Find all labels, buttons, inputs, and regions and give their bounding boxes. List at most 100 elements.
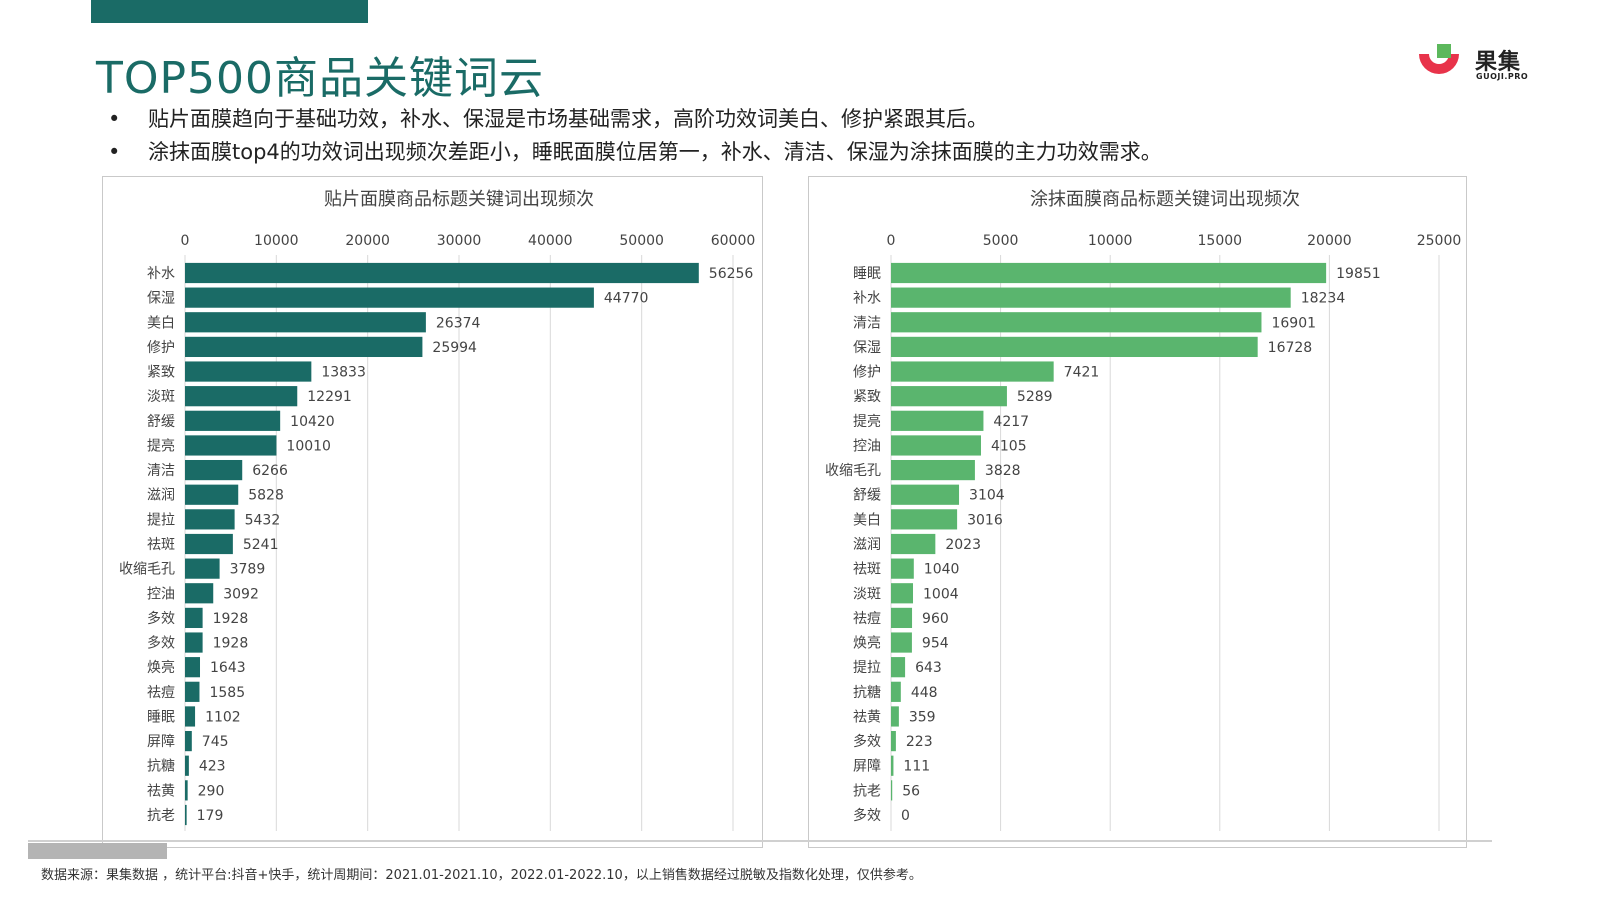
bar <box>185 386 298 407</box>
top-accent-bar <box>91 0 368 23</box>
category-label: 祛黄 <box>147 782 175 799</box>
page-title: TOP500商品关键词云 <box>96 53 545 104</box>
bar <box>185 410 281 431</box>
bar <box>185 657 201 678</box>
bar <box>891 484 960 505</box>
bar <box>891 706 899 727</box>
bar <box>185 509 235 530</box>
source-note: 数据来源：果集数据 ，统计平台:抖音+快手，统计周期间：2021.01-2021… <box>41 868 922 883</box>
brand-logo: 果集 GUOJI.PRO <box>1413 44 1543 88</box>
category-label: 多效 <box>147 635 175 652</box>
data-label: 56 <box>902 783 920 799</box>
bullet-item: 贴片面膜趋向于基础功效，补水、保湿是市场基础需求，高阶功效词美白、修护紧跟其后。 <box>108 103 1162 136</box>
category-label: 提亮 <box>853 413 881 430</box>
category-label: 抗老 <box>853 783 881 799</box>
category-label: 舒缓 <box>853 488 881 504</box>
data-label: 3828 <box>985 463 1021 479</box>
bar <box>891 583 914 604</box>
bar <box>891 681 901 702</box>
bar <box>185 755 189 776</box>
category-label: 提拉 <box>147 512 175 528</box>
footer-accent-block <box>28 843 167 859</box>
category-label: 屏障 <box>147 734 175 750</box>
x-tick-label: 20000 <box>1307 233 1352 249</box>
sheet-mask-keyword-chart: 贴片面膜商品标题关键词出现频次 0 10000 20000 30000 40000 5000… <box>119 189 756 831</box>
chart-title: 贴片面膜商品标题关键词出现频次 <box>324 189 594 210</box>
category-label: 收缩毛孔 <box>119 562 175 578</box>
data-label: 7421 <box>1064 365 1100 381</box>
data-label: 19851 <box>1336 266 1381 282</box>
bar <box>185 287 594 308</box>
data-label: 5289 <box>1017 389 1053 405</box>
bar <box>891 558 914 579</box>
category-label: 紧致 <box>853 389 881 405</box>
bar <box>185 681 200 702</box>
bar <box>185 706 196 727</box>
bar <box>185 459 243 481</box>
data-label: 448 <box>911 685 938 701</box>
data-label: 16728 <box>1268 340 1313 356</box>
left-chart-panel: 贴片面膜商品标题关键词出现频次 0 10000 20000 30000 40000 5000… <box>102 176 763 848</box>
data-label: 10420 <box>290 414 335 430</box>
bar <box>185 558 220 579</box>
category-label: 保湿 <box>853 340 881 356</box>
data-label: 954 <box>922 636 949 652</box>
bar <box>185 484 239 505</box>
category-label: 祛斑 <box>147 537 175 553</box>
category-label: 睡眠 <box>853 266 881 282</box>
category-label: 多效 <box>147 610 175 627</box>
category-label: 控油 <box>147 586 175 602</box>
summary-bullets: 贴片面膜趋向于基础功效，补水、保湿是市场基础需求，高阶功效词美白、修护紧跟其后。… <box>108 103 1162 169</box>
logo-subtitle: GUOJI.PRO <box>1476 72 1529 81</box>
data-label: 1643 <box>210 660 246 676</box>
category-label: 睡眠 <box>147 709 175 725</box>
data-label: 3092 <box>223 586 259 602</box>
category-label: 淡斑 <box>147 389 175 405</box>
bar <box>891 410 984 431</box>
x-tick-label: 20000 <box>345 233 390 249</box>
x-tick-label: 25000 <box>1417 233 1462 249</box>
category-label: 祛痘 <box>853 611 881 627</box>
data-label: 0 <box>901 808 910 824</box>
data-label: 3104 <box>969 488 1005 504</box>
bar <box>185 780 188 801</box>
category-label: 清洁 <box>853 315 881 331</box>
data-label: 26374 <box>436 315 481 331</box>
x-tick-label: 15000 <box>1198 233 1243 249</box>
bar <box>891 361 1054 382</box>
x-tick-label: 40000 <box>528 233 573 249</box>
bar <box>185 583 214 604</box>
category-label: 抗老 <box>147 808 175 824</box>
chart-title: 涂抹面膜商品标题关键词出现频次 <box>1030 189 1300 210</box>
data-label: 111 <box>903 759 930 775</box>
data-label: 1004 <box>923 586 959 602</box>
x-tick-label: 0 <box>887 233 896 249</box>
bar <box>185 262 699 284</box>
cream-mask-keyword-chart: 涂抹面膜商品标题关键词出现频次 0 5000 10000 15000 20000 25000… <box>825 189 1462 831</box>
bar <box>185 435 277 456</box>
category-label: 清洁 <box>147 463 175 479</box>
category-label: 祛斑 <box>853 562 881 578</box>
category-label: 提拉 <box>853 660 881 676</box>
bar <box>185 533 233 555</box>
category-label: 美白 <box>147 315 175 331</box>
bar <box>891 386 1007 407</box>
x-tick-label: 50000 <box>619 233 664 249</box>
category-label: 多效 <box>853 807 881 824</box>
data-label: 3016 <box>967 512 1003 528</box>
data-label: 223 <box>906 734 933 750</box>
x-tick-label: 5000 <box>983 233 1019 249</box>
category-label: 滋润 <box>853 537 881 553</box>
bar <box>891 312 1262 333</box>
x-tick-label: 60000 <box>711 233 756 249</box>
data-label: 1928 <box>213 636 249 652</box>
category-label: 紧致 <box>147 365 175 381</box>
data-label: 5432 <box>245 512 281 528</box>
data-label: 18234 <box>1301 291 1346 307</box>
data-label: 10010 <box>286 438 331 454</box>
data-label: 25994 <box>432 340 477 356</box>
bar <box>891 533 936 555</box>
category-label: 收缩毛孔 <box>825 463 881 479</box>
data-label: 13833 <box>321 365 366 381</box>
bar <box>891 730 896 752</box>
